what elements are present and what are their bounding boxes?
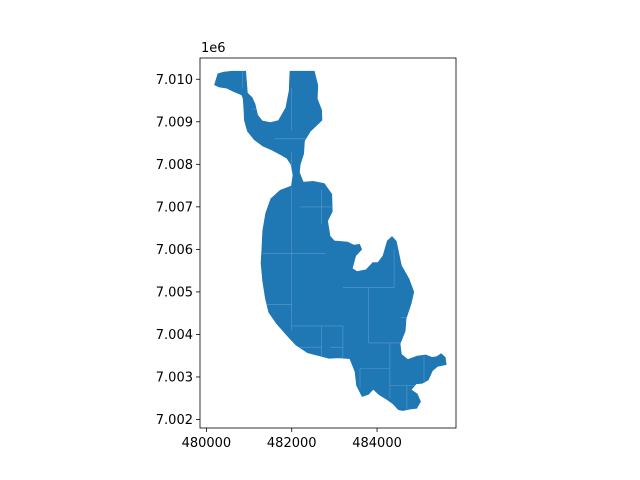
y-tick-label: 7.007 [156,200,193,215]
y-tick-label: 7.005 [156,285,193,300]
x-axis: 480000 482000 484000 [182,428,402,451]
y-tick-label: 7.006 [156,243,193,258]
region-polygon [214,70,447,411]
y-tick-label: 7.009 [156,115,193,130]
x-tick-label: 482000 [267,436,317,451]
plot-area [214,70,447,411]
x-tick-label: 484000 [352,436,402,451]
y-axis: 7.002 7.003 7.004 7.005 7.006 7.007 7.008 7.009… [156,73,200,428]
axes-frame [199,57,457,429]
x-tick-label: 480000 [182,436,232,451]
parcel-boundaries [242,71,425,409]
y-tick-label: 7.003 [156,370,193,385]
y-axis-offset-label: 1e6 [201,41,226,56]
y-tick-label: 7.008 [156,158,193,173]
y-tick-label: 7.002 [156,413,193,428]
y-tick-label: 7.004 [156,328,193,343]
y-tick-label: 7.010 [156,73,193,88]
